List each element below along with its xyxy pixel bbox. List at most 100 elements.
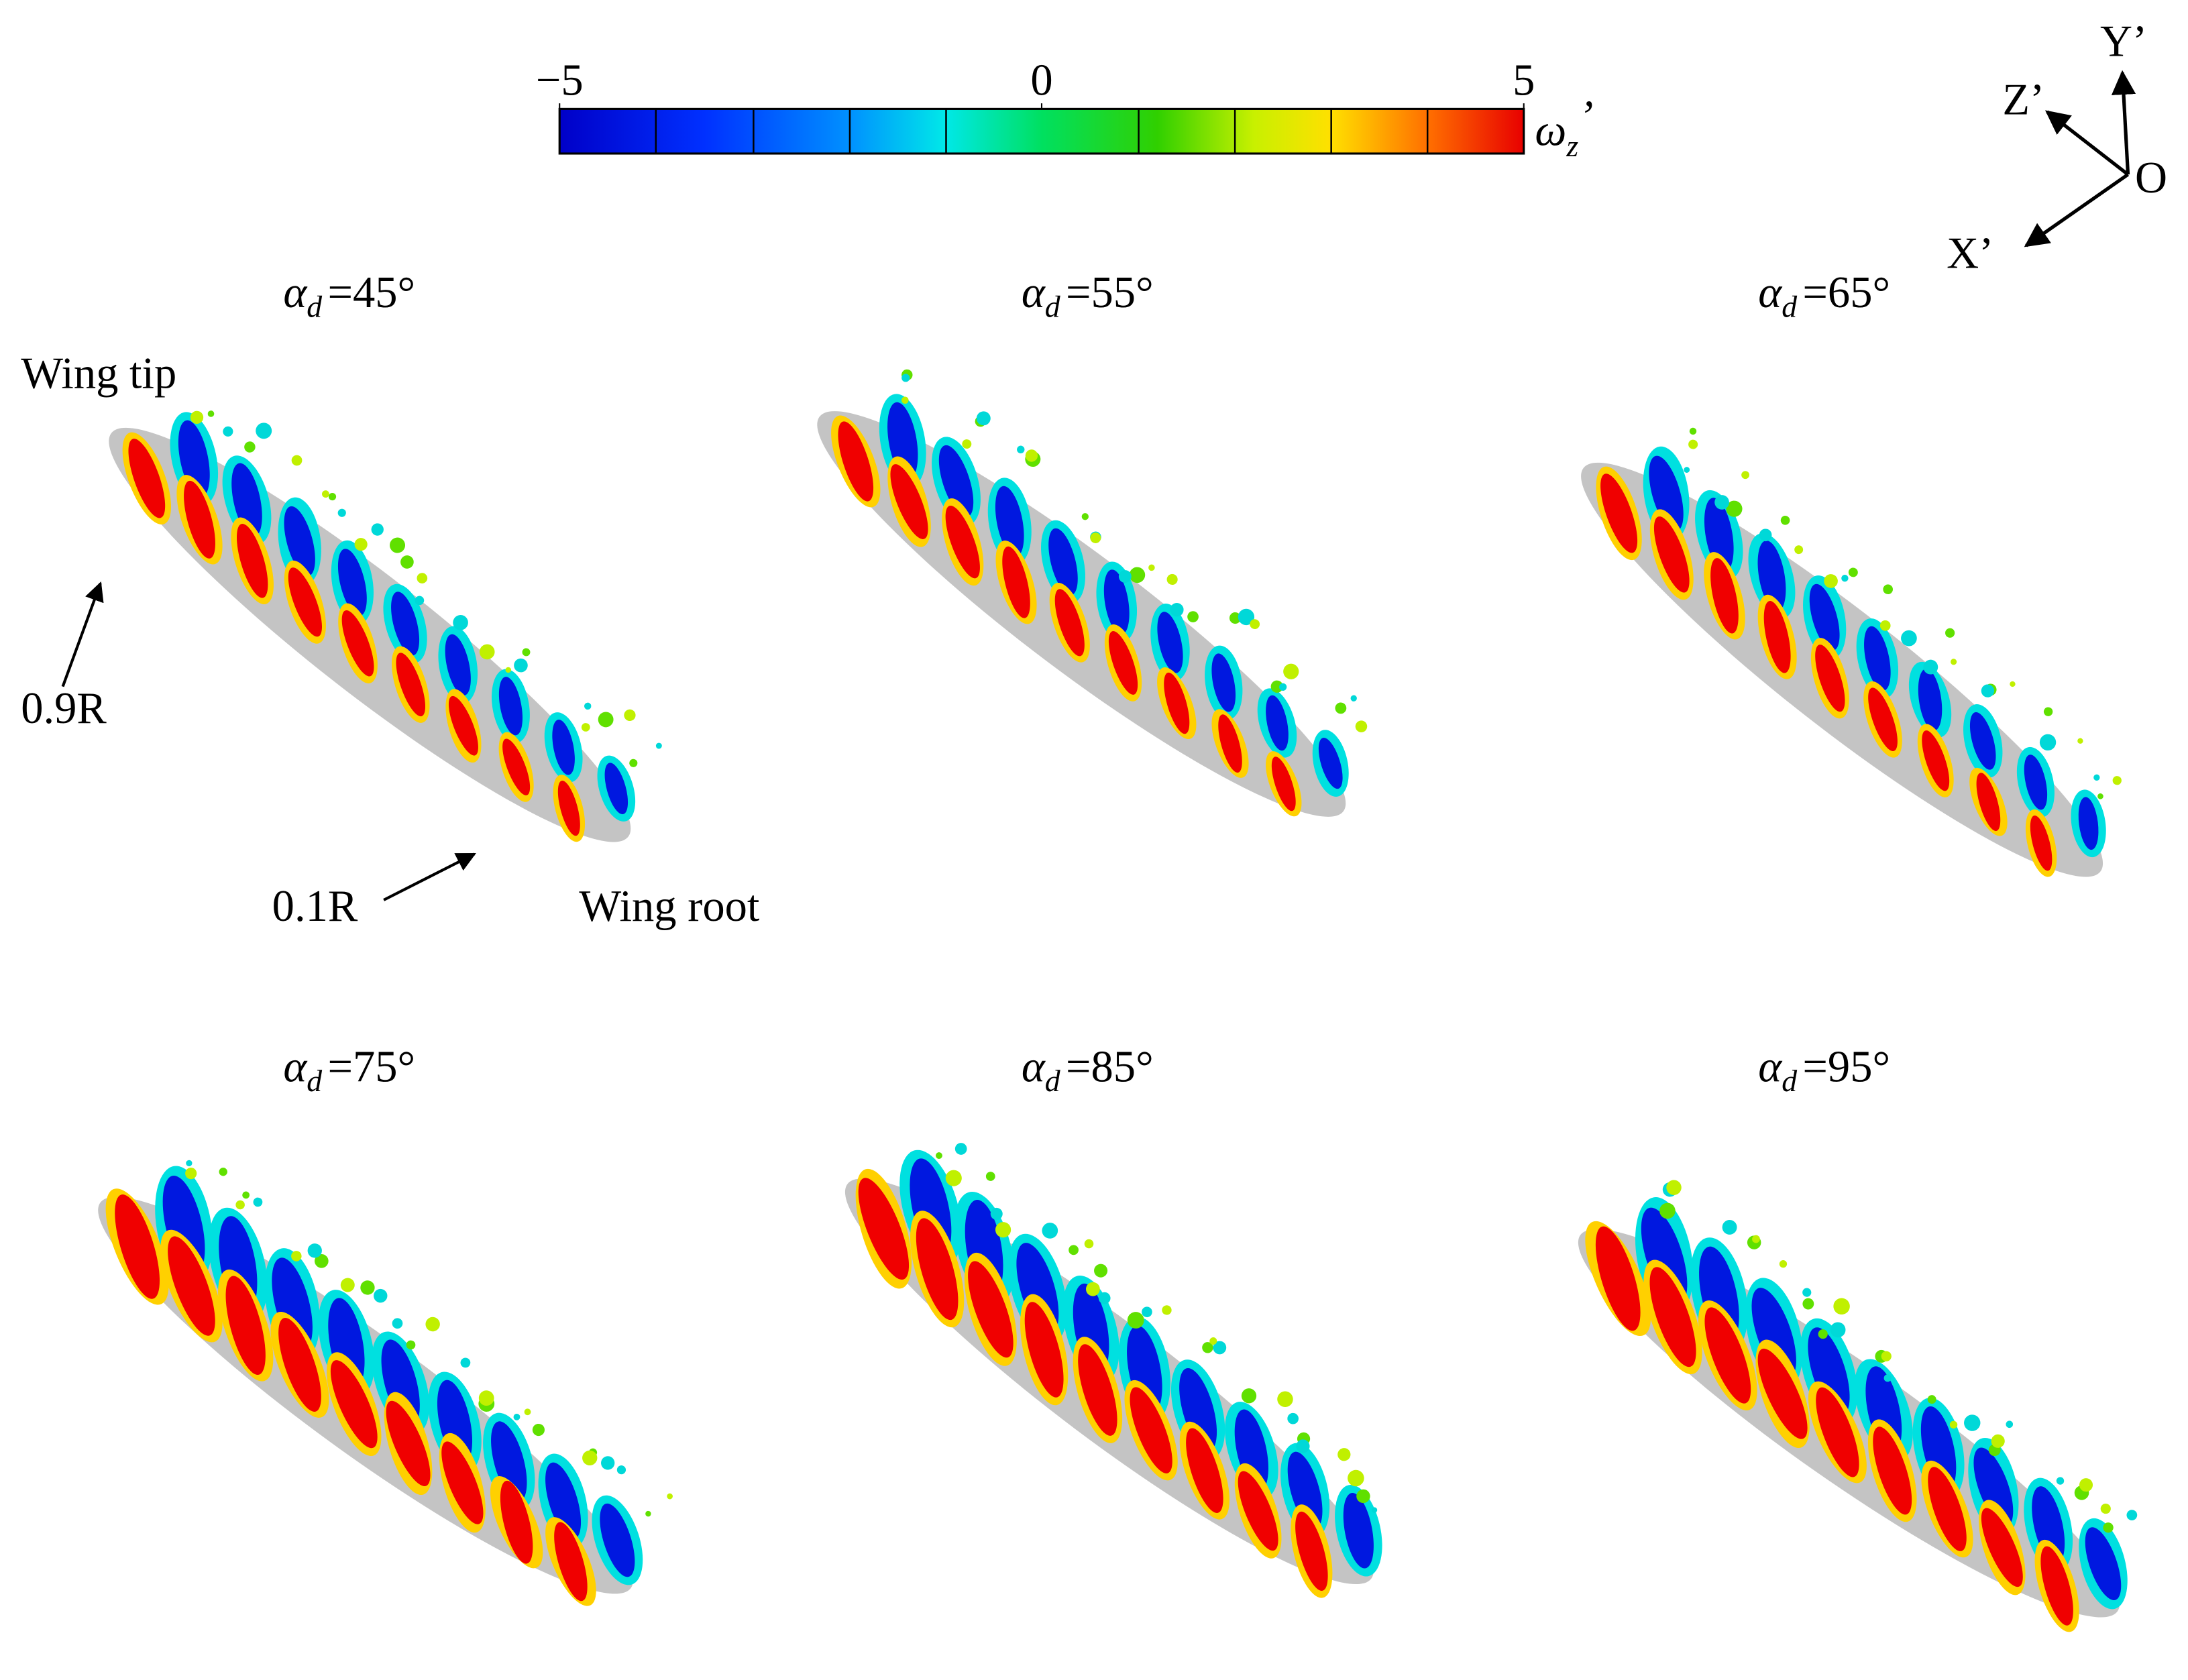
- vortex-fragment: [1118, 570, 1132, 583]
- vortex-fragment: [2093, 774, 2100, 781]
- vortex-fragment: [513, 1413, 521, 1420]
- vortex-fragment: [1241, 1388, 1257, 1404]
- vortex-fragment: [371, 523, 384, 536]
- vortex-fragment: [1722, 1219, 1737, 1235]
- vortex-fragment: [1779, 1259, 1788, 1268]
- inner-station: 0.1R: [272, 882, 358, 931]
- vortex-fragment: [901, 396, 909, 404]
- vortex-positive: [448, 695, 478, 756]
- vortex-positive: [2030, 815, 2053, 871]
- axis-triad: [2024, 70, 2136, 247]
- vortex-fragment: [185, 1168, 197, 1180]
- panel-title: αd =55°: [1022, 268, 1154, 324]
- vortex-fragment: [1356, 1489, 1370, 1504]
- vortex-fragment: [479, 644, 495, 660]
- vortex-fragment: [1802, 1288, 1812, 1297]
- vortex-fragment: [406, 1340, 416, 1350]
- vortex-fragment: [2077, 738, 2083, 744]
- vortex-fragment: [655, 742, 662, 749]
- panel-symbol: α: [1758, 1042, 1783, 1091]
- vortex-fragment: [1335, 702, 1347, 714]
- vortex-positive: [2040, 1546, 2073, 1626]
- panel-symbol: α: [1022, 1042, 1046, 1091]
- vortex-fragment: [307, 1243, 322, 1258]
- wing-tip: Wing tip: [21, 349, 176, 398]
- vortex-fragment: [2043, 707, 2053, 716]
- vortex-fragment: [291, 455, 303, 466]
- vortex-fragment: [1142, 1306, 1152, 1318]
- axis-x: X’: [1947, 229, 1993, 278]
- vortex-fragment: [901, 374, 910, 382]
- panel-subscript: d: [307, 289, 322, 323]
- vortex-positive: [288, 567, 322, 637]
- vortex-fragment: [1042, 1223, 1058, 1239]
- vortex-fragment: [2039, 734, 2057, 751]
- panel-subscript: d: [1782, 289, 1797, 323]
- vortex-negative: [1179, 1367, 1217, 1452]
- vortex-negative: [1864, 626, 1891, 691]
- vortex-fragment: [190, 410, 204, 424]
- vortex-negative: [1973, 1447, 2014, 1526]
- vortex-fragment: [2112, 776, 2122, 785]
- vortex-negative: [938, 445, 974, 517]
- panel-angle: =55°: [1066, 268, 1154, 317]
- wing-panel: [844, 1143, 1382, 1598]
- vortex-fragment: [2103, 1522, 2114, 1533]
- vortex-fragment: [417, 573, 428, 583]
- vortex-fragment: [1355, 720, 1368, 732]
- vortex-positive: [1928, 1467, 1967, 1551]
- vortex-fragment: [1726, 500, 1743, 517]
- panel-angle: =45°: [327, 268, 415, 317]
- panel-symbol: α: [1758, 268, 1783, 317]
- vortex-negative: [445, 634, 471, 695]
- vortex-fragment: [1659, 1202, 1676, 1219]
- vortex-fragment: [1094, 1264, 1108, 1278]
- vortex-fragment: [1025, 449, 1038, 462]
- vortex-fragment: [2010, 681, 2016, 687]
- vortex-fragment: [453, 615, 468, 630]
- vortex-negative: [284, 506, 315, 576]
- vortex-positive: [115, 1194, 160, 1299]
- vortex-fragment: [645, 1510, 651, 1517]
- vortex-fragment: [1069, 1245, 1079, 1255]
- vortex-positive: [1271, 757, 1296, 811]
- vortex-negative: [391, 592, 420, 656]
- vortex-positive: [236, 524, 268, 598]
- vortex-negative: [1757, 540, 1786, 612]
- wing-root: Wing root: [579, 882, 760, 931]
- vortex-fragment: [1084, 1239, 1094, 1249]
- vortex-fragment: [1752, 1235, 1760, 1243]
- panel-subscript: d: [1045, 1064, 1060, 1098]
- vortex-fragment: [1279, 683, 1287, 691]
- vortex-negative: [600, 1503, 635, 1577]
- panel-symbol: α: [283, 268, 308, 317]
- vortex-fragment: [1951, 659, 1957, 665]
- vortex-positive: [838, 421, 874, 502]
- vortex-positive: [341, 610, 374, 677]
- vortex-negative: [1809, 583, 1840, 651]
- vortex-positive: [1649, 1267, 1696, 1367]
- tick-label: −5: [536, 56, 584, 105]
- vortex-fragment: [2097, 793, 2103, 799]
- vortex-positive: [1815, 645, 1845, 712]
- vortex-fragment: [1833, 1298, 1850, 1315]
- vortex-positive: [225, 1276, 266, 1376]
- vortex-fragment: [1148, 564, 1155, 571]
- vortex-fragment: [253, 1197, 263, 1207]
- vortex-positive: [554, 1522, 588, 1602]
- tick-label: 5: [1513, 56, 1535, 105]
- panel-title: αd =95°: [1758, 1042, 1890, 1098]
- panel-title: αd =45°: [283, 268, 415, 324]
- vortex-positive: [278, 1317, 321, 1412]
- panel-symbol: α: [283, 1042, 308, 1091]
- tick-label: 0: [1030, 56, 1052, 105]
- vortex-fragment: [1794, 545, 1804, 555]
- vortex-fragment: [1901, 630, 1917, 647]
- vortex-positive: [330, 1360, 378, 1449]
- vortex-fragment: [582, 1450, 598, 1466]
- vortex-negative: [545, 1462, 582, 1540]
- vortex-fragment: [2006, 1420, 2014, 1429]
- vortex-fragment: [1081, 513, 1089, 520]
- vortex-positive: [1164, 672, 1190, 734]
- vortex-fragment: [328, 492, 337, 501]
